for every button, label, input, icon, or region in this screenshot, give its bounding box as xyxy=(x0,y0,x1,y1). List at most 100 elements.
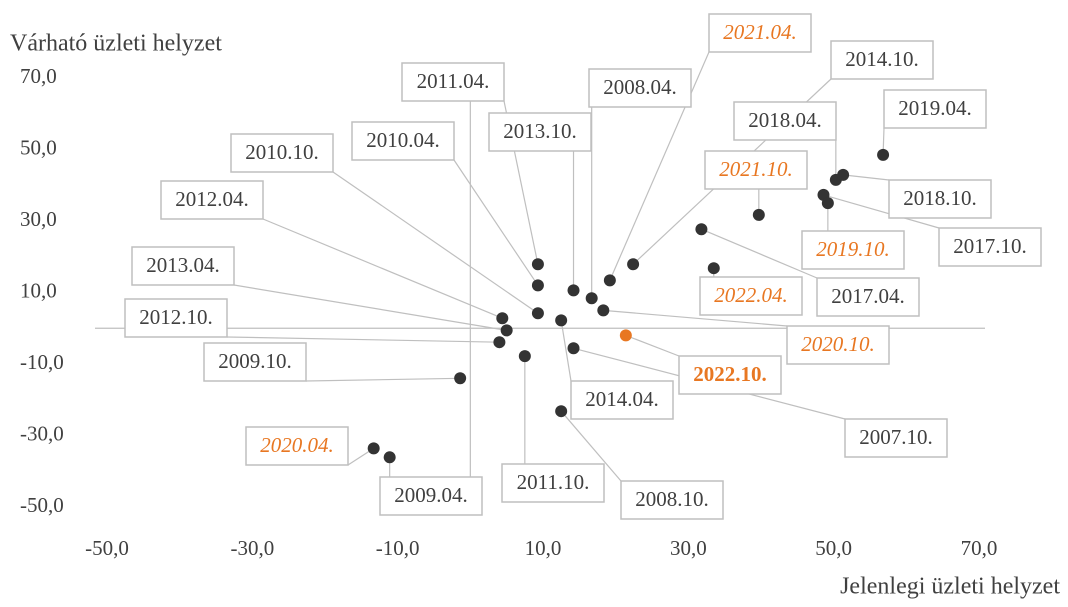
point-label: 2008.04. xyxy=(603,75,677,99)
point-label: 2010.10. xyxy=(245,140,319,164)
point-label: 2018.10. xyxy=(903,186,977,210)
point xyxy=(821,197,834,210)
point-label: 2019.10. xyxy=(816,237,890,261)
point xyxy=(555,314,568,327)
label-box xyxy=(888,179,992,219)
point xyxy=(585,292,598,305)
point xyxy=(531,279,544,292)
point xyxy=(454,372,467,385)
y-tick-label: 70,0 xyxy=(20,64,57,88)
point-label: 2013.10. xyxy=(503,119,577,143)
label-box xyxy=(678,355,782,395)
point-label: 2012.10. xyxy=(139,305,213,329)
x-tick-label: 30,0 xyxy=(670,536,707,560)
point xyxy=(383,451,396,464)
x-tick-label: -50,0 xyxy=(85,536,129,560)
label-box xyxy=(401,62,505,102)
x-tick-label: -10,0 xyxy=(376,536,420,560)
leader-line xyxy=(843,174,890,181)
leader-line xyxy=(701,228,818,279)
label-box xyxy=(883,89,987,129)
point xyxy=(567,342,580,355)
point-label: 2022.10. xyxy=(693,362,767,386)
point-label: 2017.04. xyxy=(831,284,905,308)
label-box xyxy=(708,13,812,53)
point xyxy=(707,262,720,275)
leader-line xyxy=(625,334,680,357)
point-label: 2014.04. xyxy=(585,387,659,411)
leader-line xyxy=(262,218,503,319)
x-tick-label: 50,0 xyxy=(815,536,852,560)
y-tick-label: 30,0 xyxy=(20,207,57,231)
point xyxy=(752,208,765,221)
point xyxy=(877,148,890,161)
point-label: 2011.10. xyxy=(517,470,590,494)
leader-line xyxy=(332,171,539,314)
point xyxy=(597,304,610,317)
leader-line xyxy=(560,410,622,482)
point xyxy=(603,274,616,287)
y-tick-label: -10,0 xyxy=(20,350,64,374)
label-box xyxy=(704,150,808,190)
y-tick-label: -50,0 xyxy=(20,493,64,517)
point xyxy=(531,258,544,271)
point-label: 2020.04. xyxy=(260,433,334,457)
y-axis-title: Várható üzleti helyzet xyxy=(10,31,222,57)
label-box xyxy=(230,133,334,173)
label-box xyxy=(501,463,605,503)
y-tick-label: 50,0 xyxy=(20,135,57,159)
point xyxy=(493,336,506,349)
y-tick-label: 10,0 xyxy=(20,278,57,302)
point xyxy=(567,284,580,297)
leader-line xyxy=(609,51,710,281)
point-label: 2019.04. xyxy=(898,96,972,120)
point-label: 2009.10. xyxy=(218,349,292,373)
leader-line xyxy=(453,159,539,286)
point-label: 2013.04. xyxy=(146,253,220,277)
label-box xyxy=(379,476,483,516)
label-box xyxy=(733,101,837,141)
point-label: 2022.04. xyxy=(714,283,788,307)
point xyxy=(555,405,568,418)
label-box xyxy=(245,426,349,466)
point-label: 2012.04. xyxy=(175,187,249,211)
point-label: 2021.10. xyxy=(719,157,793,181)
leader-line xyxy=(603,309,788,327)
point-label: 2009.04. xyxy=(394,483,468,507)
leader-line xyxy=(233,284,507,331)
label-box xyxy=(124,298,228,338)
point xyxy=(695,223,708,236)
point-label: 2020.10. xyxy=(801,332,875,356)
y-tick-label: -30,0 xyxy=(20,421,64,445)
point-label: 2010.04. xyxy=(366,128,440,152)
label-box xyxy=(131,246,235,286)
point-label: 2014.10. xyxy=(845,47,919,71)
leader-line xyxy=(823,194,940,229)
leader-line xyxy=(226,336,500,343)
point xyxy=(531,307,544,320)
point xyxy=(367,442,380,455)
point xyxy=(500,324,513,337)
x-tick-label: 10,0 xyxy=(525,536,562,560)
x-tick-label: -30,0 xyxy=(230,536,274,560)
point xyxy=(496,312,509,325)
label-box xyxy=(351,121,455,161)
label-box xyxy=(620,480,724,520)
leader-line xyxy=(560,320,572,382)
label-box xyxy=(938,227,1042,267)
point-label: 2017.10. xyxy=(953,234,1027,258)
label-box xyxy=(699,276,803,316)
point-label: 2021.04. xyxy=(723,20,797,44)
point-label: 2018.04. xyxy=(748,108,822,132)
leader-line xyxy=(305,377,461,382)
point xyxy=(837,168,850,181)
x-axis-title: Jelenlegi üzleti helyzet xyxy=(840,574,1060,600)
point xyxy=(518,350,531,363)
point-label: 2011.04. xyxy=(417,69,490,93)
label-box xyxy=(801,230,905,270)
label-box xyxy=(160,180,264,220)
label-box xyxy=(816,277,920,317)
label-box xyxy=(488,112,592,152)
label-box xyxy=(588,68,692,108)
